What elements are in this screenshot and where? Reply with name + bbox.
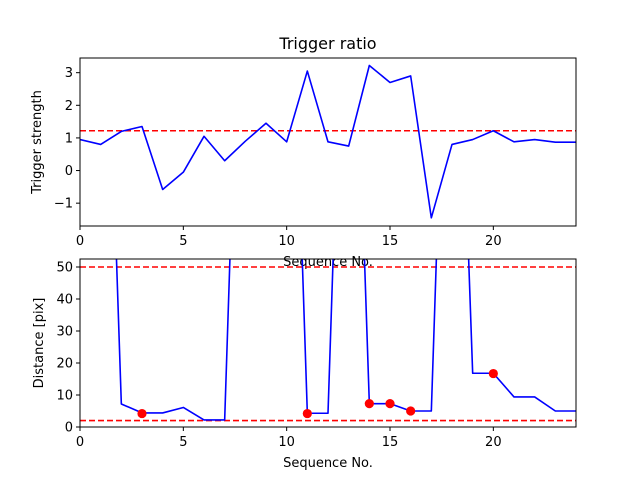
top-x-tick-label-10: 10 — [278, 234, 295, 249]
chart-title: Trigger ratio — [278, 34, 376, 53]
bottom-y-tick-label-20: 20 — [56, 357, 73, 372]
top-x-tick-label-0: 0 — [76, 234, 84, 249]
bottom-plot-area — [80, 259, 576, 422]
top-y-tick-label-3: 3 — [65, 66, 73, 81]
bottom-y-tick-label-40: 40 — [56, 293, 73, 308]
top-x-tick-label-15: 15 — [382, 234, 399, 249]
bottom-y-tick-label-10: 10 — [56, 389, 73, 404]
bottom-y-axis-label: Distance [pix] — [32, 298, 47, 389]
top-y-tick-label-2: 2 — [65, 99, 73, 114]
bottom-marker-point-6 — [488, 368, 498, 379]
bottom-y-tick-label-50: 50 — [56, 261, 73, 276]
bottom-y-tick-label-30: 30 — [56, 325, 73, 340]
bottom-marker-point-3 — [364, 399, 374, 409]
top-y-tick-label-0: 0 — [65, 164, 73, 179]
bottom-axes: 0 5 10 15 20 0 10 20 30 40 50 — [56, 258, 577, 450]
top-series-line-1 — [80, 64, 576, 219]
bottom-axes-frame — [79, 258, 577, 428]
bottom-x-tick-label-5: 5 — [179, 435, 187, 450]
bottom-x-tick-label-10: 10 — [278, 435, 295, 450]
top-y-axis-label: Trigger strength — [30, 90, 45, 195]
bottom-y-tick-label-0: 0 — [65, 421, 73, 436]
top-x-tick-label-20: 20 — [485, 234, 502, 249]
bottom-marker-point-2 — [302, 408, 312, 419]
top-y-tick-label-1: 1 — [65, 131, 73, 146]
bottom-x-tick-label-0: 0 — [76, 435, 84, 450]
bottom-marker-point-4 — [385, 399, 395, 409]
top-x-tick-label-5: 5 — [179, 234, 187, 249]
bottom-marker-point-5 — [406, 406, 416, 416]
bottom-x-tick-label-15: 15 — [382, 435, 399, 450]
top-axes: 0 5 10 15 20 −1 0 1 2 3 — [54, 57, 577, 249]
bottom-marker-point-1 — [137, 408, 147, 419]
top-axes-frame — [79, 57, 577, 227]
bottom-x-tick-label-20: 20 — [485, 435, 502, 450]
top-y-tick-label--1: −1 — [54, 197, 73, 212]
top-plot-area — [80, 64, 576, 219]
bottom-x-axis-label: Sequence No. — [283, 456, 373, 471]
